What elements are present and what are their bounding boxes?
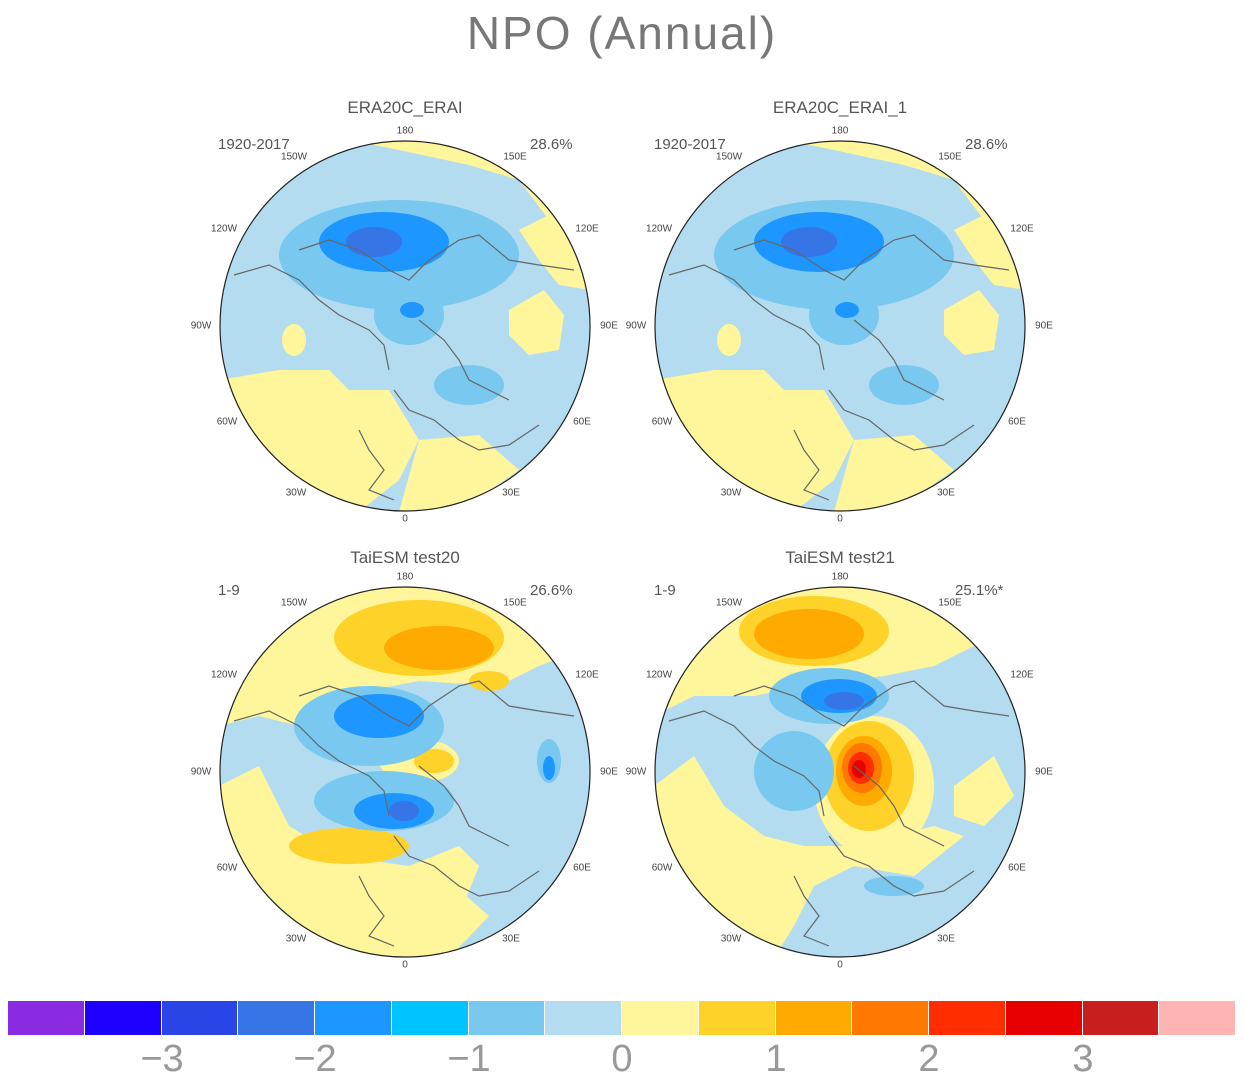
lon-label: 60E	[1008, 416, 1026, 428]
panel-1-map	[219, 140, 591, 512]
lon-label: 180	[831, 571, 849, 583]
lon-label: 90W	[190, 320, 212, 332]
panel-1-title: ERA20C_ERAI	[347, 98, 463, 117]
colorbar-swatch	[468, 1001, 546, 1035]
lon-label: 0	[837, 513, 843, 525]
lon-label: 120E	[575, 669, 599, 681]
colorbar-swatch	[545, 1001, 622, 1035]
lon-label: 150W	[715, 597, 743, 609]
colorbar-label: −1	[447, 1038, 491, 1080]
lon-label: 120W	[210, 669, 238, 681]
lon-label: 90E	[1035, 320, 1053, 332]
panel-2-title: ERA20C_ERAI_1	[772, 98, 908, 117]
lon-label: 0	[837, 959, 843, 971]
lon-label: 60W	[651, 862, 673, 874]
colorbar-label: 0	[611, 1038, 633, 1080]
lon-label: 90W	[190, 766, 212, 778]
lon-label: 60E	[573, 862, 591, 874]
lon-label: 60E	[573, 416, 591, 428]
lon-label: 60E	[1008, 862, 1026, 874]
colorbar-swatch	[1082, 1001, 1160, 1035]
lon-label: 30E	[937, 933, 955, 945]
lon-label: 150W	[280, 597, 308, 609]
lon-label: 0	[402, 959, 408, 971]
lon-label: 90E	[600, 766, 618, 778]
lon-label: 90E	[1035, 766, 1053, 778]
panel-4-period: 1-9	[654, 582, 676, 599]
colorbar-swatch	[775, 1001, 853, 1035]
colorbar-swatch	[698, 1001, 776, 1035]
lon-label: 30W	[720, 933, 742, 945]
lon-label: 120E	[1010, 669, 1034, 681]
lon-label: 180	[396, 125, 414, 137]
panel-1-period: 1920-2017	[218, 136, 290, 153]
lon-label: 120E	[575, 223, 599, 235]
panel-2-map	[654, 140, 1026, 512]
colorbar-label: 2	[918, 1038, 940, 1080]
lon-label: 150E	[938, 151, 962, 163]
lon-label: 90E	[600, 320, 618, 332]
colorbar-swatch	[84, 1001, 162, 1035]
colorbar-swatch	[161, 1001, 239, 1035]
lon-label: 180	[396, 571, 414, 583]
colorbar-label: 1	[765, 1038, 787, 1080]
lon-label: 30E	[502, 487, 520, 499]
colorbar-swatch	[8, 1001, 85, 1035]
lon-label: 60W	[216, 416, 238, 428]
colorbar	[8, 1001, 1236, 1035]
lon-label: 120E	[1010, 223, 1034, 235]
panel-4-variance: 25.1%*	[955, 582, 1004, 599]
colorbar-swatch	[929, 1001, 1006, 1035]
colorbar-label: 3	[1072, 1038, 1094, 1080]
lon-label: 120W	[645, 223, 673, 235]
lon-label: 150W	[280, 151, 308, 163]
lon-label: 150W	[715, 151, 743, 163]
colorbar-swatch	[391, 1001, 469, 1035]
panel-3-map	[219, 586, 591, 958]
lon-label: 30W	[720, 487, 742, 499]
panel-3-title: TaiESM test20	[350, 548, 460, 567]
panel-3-period: 1-9	[218, 582, 240, 599]
panel-4-title: TaiESM test21	[785, 548, 895, 567]
lon-label: 180	[831, 125, 849, 137]
lon-label: 30E	[937, 487, 955, 499]
lon-label: 120W	[645, 669, 673, 681]
lon-label: 150E	[503, 597, 527, 609]
lon-label: 150E	[503, 151, 527, 163]
colorbar-label: −3	[140, 1038, 184, 1080]
lon-label: 60W	[216, 862, 238, 874]
panel-4-map	[654, 586, 1026, 958]
figure-title: NPO (Annual)	[466, 7, 778, 59]
colorbar-swatch	[238, 1001, 315, 1035]
panel-2-variance: 28.6%	[965, 136, 1008, 153]
lon-label: 150E	[938, 597, 962, 609]
colorbar-swatch	[1005, 1001, 1083, 1035]
colorbar-swatch	[622, 1001, 699, 1035]
lon-label: 120W	[210, 223, 238, 235]
lon-label: 0	[402, 513, 408, 525]
colorbar-label: −2	[293, 1038, 337, 1080]
panel-3-variance: 26.6%	[530, 582, 573, 599]
panel-2-period: 1920-2017	[654, 136, 726, 153]
lon-label: 30W	[285, 933, 307, 945]
colorbar-swatch	[852, 1001, 929, 1035]
lon-label: 90W	[625, 766, 647, 778]
lon-label: 30W	[285, 487, 307, 499]
colorbar-swatch	[315, 1001, 392, 1035]
colorbar-swatch	[1159, 1001, 1236, 1035]
lon-label: 60W	[651, 416, 673, 428]
lon-label: 30E	[502, 933, 520, 945]
panel-1-variance: 28.6%	[530, 136, 573, 153]
lon-label: 90W	[625, 320, 647, 332]
